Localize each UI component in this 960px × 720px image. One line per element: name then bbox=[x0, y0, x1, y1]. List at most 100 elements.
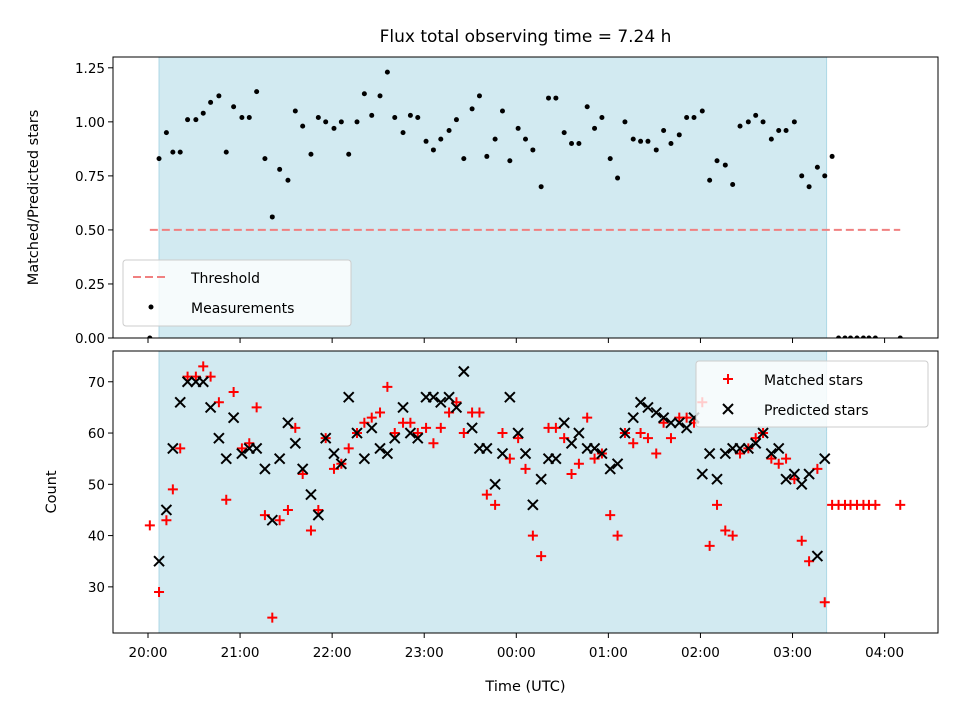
data-point bbox=[177, 149, 183, 155]
data-point bbox=[144, 520, 155, 531]
data-point bbox=[223, 149, 229, 155]
data-point bbox=[703, 447, 716, 460]
data-point bbox=[573, 427, 585, 439]
data-point bbox=[612, 530, 623, 541]
data-point bbox=[300, 123, 306, 129]
data-point bbox=[804, 556, 815, 567]
data-point bbox=[628, 438, 639, 449]
data-point bbox=[605, 510, 616, 521]
data-point bbox=[519, 447, 532, 460]
data-point bbox=[213, 397, 224, 408]
data-point bbox=[558, 417, 570, 429]
data-point bbox=[466, 422, 478, 434]
data-point bbox=[282, 417, 294, 429]
data-point bbox=[435, 422, 446, 433]
data-point bbox=[361, 91, 367, 97]
data-point bbox=[156, 156, 162, 162]
data-point bbox=[651, 448, 662, 459]
data-point bbox=[622, 119, 628, 125]
data-point bbox=[474, 407, 485, 418]
data-point bbox=[757, 427, 769, 439]
data-point bbox=[407, 112, 413, 118]
y-axis-label-count: Count bbox=[44, 470, 60, 513]
data-point bbox=[803, 468, 815, 480]
data-point bbox=[780, 473, 792, 485]
data-point bbox=[231, 104, 237, 110]
x-axis-label: Time (UTC) bbox=[484, 679, 565, 695]
data-point bbox=[312, 509, 325, 521]
data-point bbox=[665, 417, 677, 429]
data-point bbox=[714, 158, 720, 164]
data-point bbox=[458, 428, 469, 439]
data-point bbox=[461, 156, 467, 162]
data-point bbox=[796, 535, 807, 546]
data-point bbox=[538, 184, 544, 190]
data-point bbox=[822, 173, 828, 179]
data-point bbox=[366, 422, 378, 434]
data-point bbox=[799, 173, 805, 179]
data-point bbox=[160, 504, 173, 516]
x-tick-label: 23:00 bbox=[405, 645, 444, 661]
data-point bbox=[277, 166, 283, 172]
data-point bbox=[405, 417, 416, 428]
data-point bbox=[812, 463, 823, 474]
data-point bbox=[163, 130, 169, 136]
data-point bbox=[412, 432, 424, 444]
data-point bbox=[269, 214, 275, 220]
legend-measurements-swatch bbox=[148, 304, 154, 310]
data-point bbox=[611, 458, 624, 470]
data-point bbox=[381, 447, 394, 460]
data-point bbox=[661, 127, 667, 133]
data-point bbox=[305, 525, 316, 536]
legend-threshold-label: Threshold bbox=[190, 271, 260, 287]
data-point bbox=[673, 417, 685, 429]
data-point bbox=[351, 427, 363, 439]
data-point bbox=[382, 381, 393, 392]
data-point bbox=[220, 452, 232, 465]
data-point bbox=[282, 504, 293, 515]
data-point bbox=[221, 494, 232, 505]
data-point bbox=[512, 427, 524, 439]
data-point bbox=[836, 335, 842, 338]
data-point bbox=[566, 469, 577, 480]
data-point bbox=[297, 469, 308, 480]
legend: Matched stars Predicted stars bbox=[695, 360, 929, 428]
data-point bbox=[305, 488, 317, 501]
data-point bbox=[569, 140, 575, 146]
y-tick-label: 1.00 bbox=[75, 115, 105, 131]
data-point bbox=[481, 489, 492, 500]
data-point bbox=[296, 463, 309, 475]
data-point bbox=[592, 125, 598, 131]
data-point bbox=[200, 110, 206, 116]
y-tick-label: 50 bbox=[88, 477, 105, 493]
data-point bbox=[236, 447, 248, 460]
data-point bbox=[573, 458, 584, 469]
data-point bbox=[421, 422, 432, 433]
data-point bbox=[415, 115, 421, 121]
y-tick-label: 0.25 bbox=[75, 277, 105, 293]
data-point bbox=[476, 93, 482, 99]
data-point bbox=[153, 555, 165, 567]
data-point bbox=[404, 427, 417, 439]
x-tick-label: 22:00 bbox=[313, 645, 352, 661]
data-point bbox=[719, 447, 732, 460]
data-point bbox=[691, 115, 697, 121]
data-point bbox=[607, 156, 613, 162]
legend-matched-label: Matched stars bbox=[764, 373, 863, 389]
data-point bbox=[642, 433, 653, 444]
y-axis-label-ratio: Matched/Predicted stars bbox=[26, 110, 42, 286]
data-point bbox=[323, 119, 329, 125]
data-point bbox=[604, 463, 616, 475]
data-point bbox=[453, 117, 459, 123]
data-point bbox=[561, 130, 567, 136]
data-point bbox=[768, 136, 774, 142]
data-point bbox=[773, 442, 785, 455]
data-point bbox=[369, 112, 375, 118]
series-measurements bbox=[147, 69, 903, 338]
data-point bbox=[423, 138, 429, 144]
data-point bbox=[565, 437, 578, 449]
data-point bbox=[490, 499, 501, 510]
data-point bbox=[289, 437, 302, 449]
data-point bbox=[319, 432, 332, 444]
data-point bbox=[343, 391, 355, 403]
